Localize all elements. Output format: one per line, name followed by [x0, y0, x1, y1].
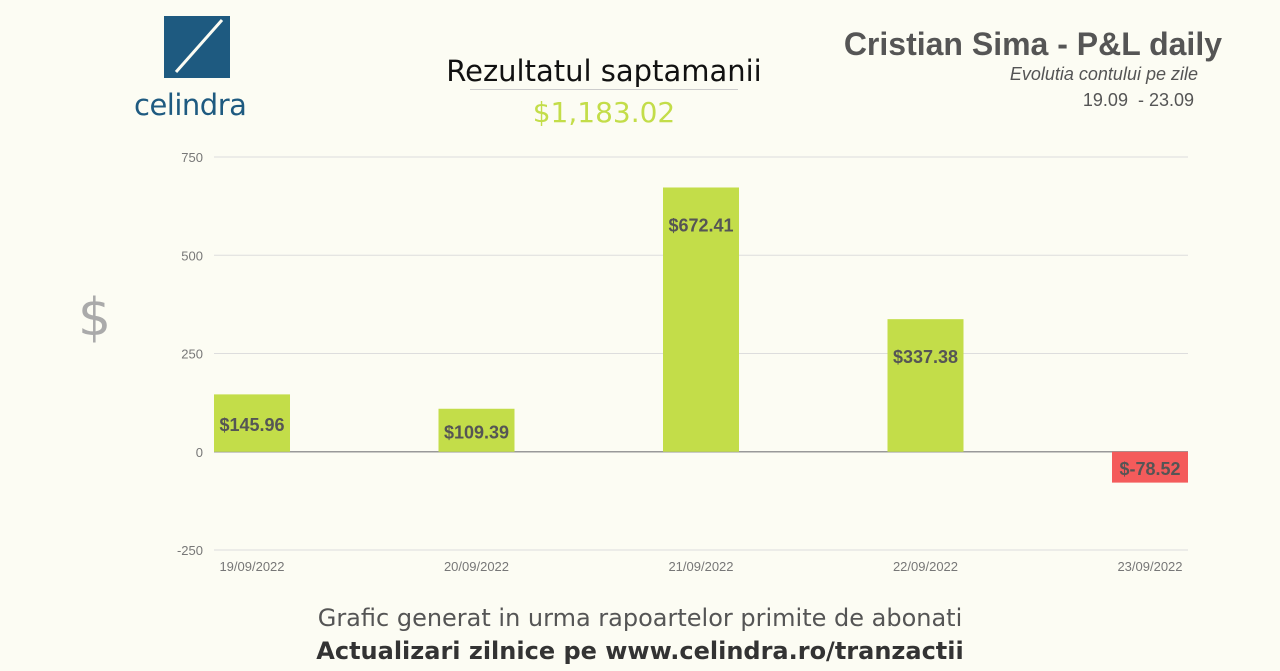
y-tick-label: 0: [196, 445, 203, 460]
bar: [1112, 451, 1188, 483]
bar: [438, 408, 515, 452]
footer-link[interactable]: Actualizari zilnice pe www.celindra.ro/t…: [316, 637, 964, 665]
y-tick-label: 750: [181, 150, 203, 165]
footer-note: Grafic generat in urma rapoartelor primi…: [317, 604, 963, 632]
x-tick-label: 23/09/2022: [1117, 559, 1182, 574]
y-axis-label: $: [78, 288, 112, 348]
x-tick-label: 22/09/2022: [893, 559, 958, 574]
week-result-title: Rezultatul saptamanii: [446, 54, 762, 88]
bar-data-label: $145.96: [219, 415, 284, 435]
x-tick-label: 19/09/2022: [219, 559, 284, 574]
page-title: Cristian Sima - P&L daily: [843, 26, 1222, 62]
y-tick-label: -250: [177, 543, 203, 558]
bar-data-label: $337.38: [893, 347, 958, 367]
bar-data-label: $109.39: [444, 422, 509, 442]
bar-data-label: $672.41: [668, 215, 733, 235]
bar: [663, 187, 739, 452]
logo-text: celindra: [134, 88, 247, 122]
bar-data-label: $-78.52: [1119, 459, 1180, 479]
x-tick-label: 21/09/2022: [668, 559, 733, 574]
y-tick-label: 500: [181, 248, 203, 263]
bar: [887, 319, 964, 452]
celindra-logo-icon: [164, 16, 230, 78]
week-result-total: $1,183.02: [532, 96, 676, 129]
page-subtitle: Evolutia contului pe zile: [1009, 64, 1198, 84]
date-range: 19.09 - 23.09: [1082, 90, 1194, 110]
bar: [214, 394, 290, 452]
title-divider: [470, 89, 738, 90]
y-tick-label: 250: [181, 347, 203, 362]
x-tick-label: 20/09/2022: [444, 559, 509, 574]
